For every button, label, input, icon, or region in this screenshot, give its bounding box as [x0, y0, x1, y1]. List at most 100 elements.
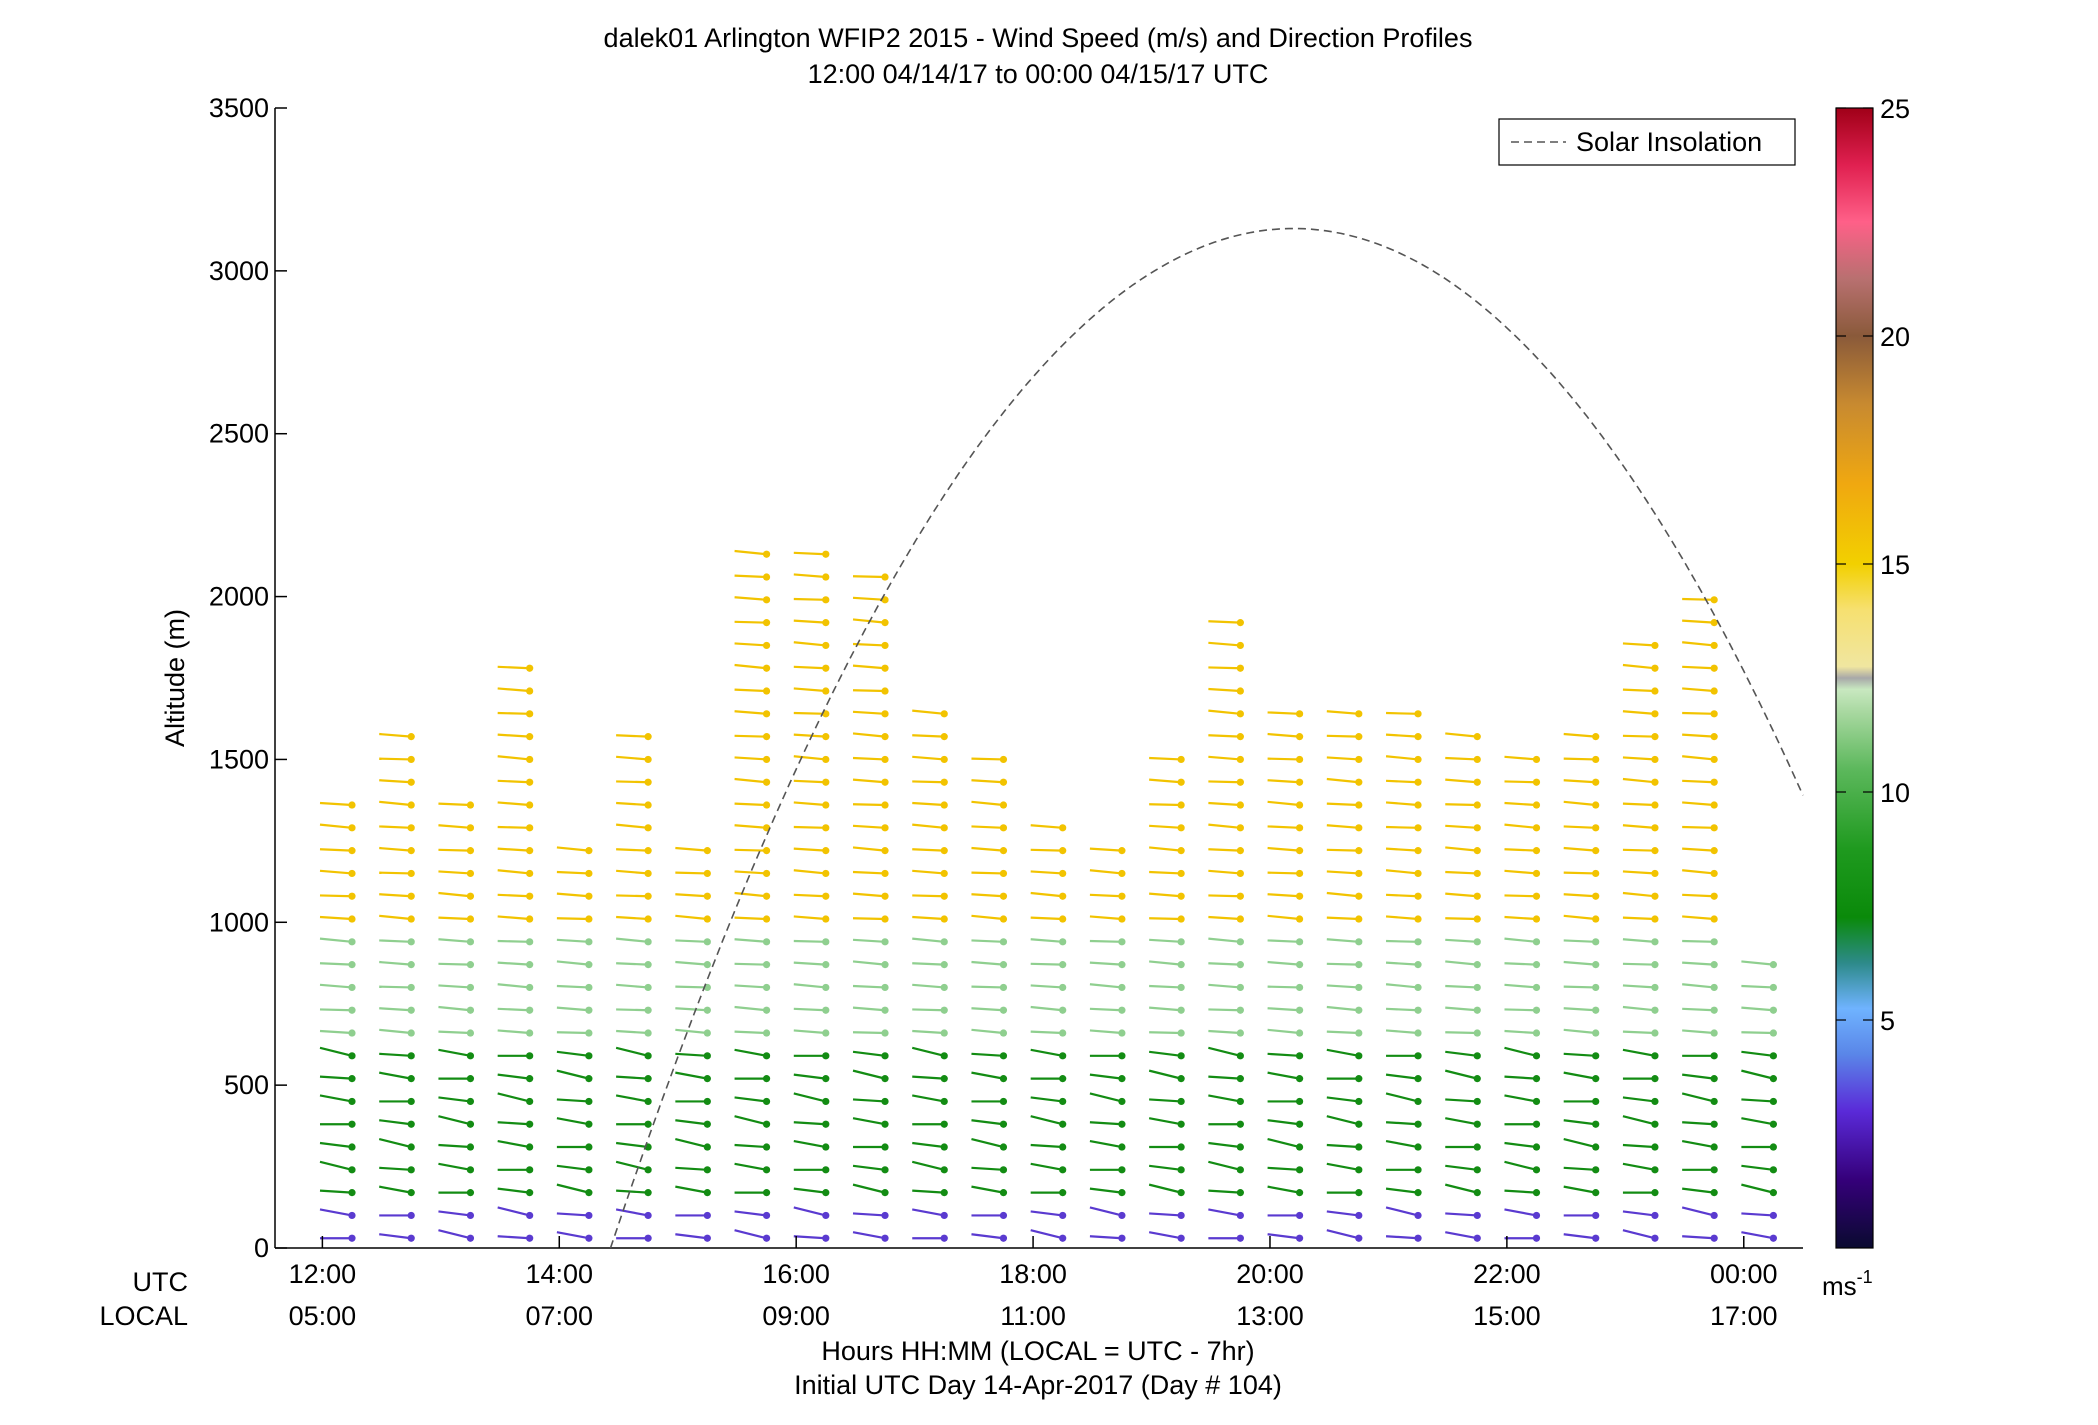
wind-barb-dot — [703, 1006, 711, 1014]
wind-barb — [1682, 1029, 1715, 1035]
wind-barb — [1445, 1050, 1478, 1057]
wind-barb-dot — [1236, 983, 1244, 992]
wind-barb-dot — [881, 847, 889, 855]
wind-barb-dot — [644, 1097, 652, 1106]
wind-barb — [675, 1166, 708, 1171]
wind-barb-dot — [1532, 869, 1541, 878]
wind-barb — [852, 1069, 886, 1080]
y-tick-label: 2500 — [209, 419, 269, 449]
wind-barb-dot — [1355, 1029, 1363, 1037]
wind-barb — [1089, 1206, 1123, 1217]
wind-barb-dot — [644, 915, 652, 923]
wind-barb — [1445, 892, 1478, 898]
wind-barb-dot — [999, 1143, 1008, 1151]
wind-barb — [1089, 1121, 1122, 1126]
wind-barb-dot — [1651, 1234, 1659, 1242]
wind-barb — [1622, 710, 1656, 715]
wind-barb — [852, 1031, 886, 1035]
wind-barb-dot — [1059, 1006, 1067, 1014]
wind-barb-dot — [1710, 687, 1718, 695]
wind-barb — [852, 1183, 886, 1194]
wind-barb-dot — [644, 961, 652, 969]
wind-barb-dot — [1355, 915, 1363, 923]
wind-barb-dot — [1177, 1211, 1185, 1220]
wind-barb-dot — [1710, 1097, 1718, 1106]
wind-barb-dot — [407, 1234, 415, 1242]
wind-barb-dot — [1473, 1029, 1481, 1037]
wind-barb — [1682, 893, 1715, 898]
wind-barb-dot — [1651, 869, 1659, 878]
wind-barb — [615, 1160, 649, 1171]
wind-barb — [852, 938, 886, 943]
wind-barb-dot — [644, 847, 652, 855]
wind-barb-dot — [1295, 1075, 1304, 1083]
wind-barb — [319, 1046, 353, 1057]
wind-barb — [1504, 1141, 1537, 1149]
wind-barb-dot — [1295, 1097, 1304, 1106]
wind-barb-dot — [585, 1189, 593, 1197]
wind-barb-dot — [1118, 1097, 1126, 1106]
wind-barb-dot — [1473, 847, 1481, 855]
wind-barb-dot — [1355, 1075, 1363, 1083]
y-tick-label: 3500 — [209, 93, 269, 123]
wind-barb-dot — [466, 915, 475, 923]
wind-barb — [497, 1139, 530, 1149]
wind-barb — [793, 1073, 826, 1080]
wind-barb — [1622, 1030, 1655, 1035]
wind-barb-dot — [762, 1143, 771, 1151]
wind-barb — [616, 983, 649, 989]
wind-barb — [1622, 938, 1656, 943]
wind-barb-dot — [644, 755, 652, 764]
wind-barb — [852, 1050, 886, 1057]
colorbar-tick-label: 15 — [1880, 550, 1910, 580]
wind-barb-dot — [1118, 1052, 1126, 1060]
wind-barb — [379, 914, 412, 921]
wind-barb — [971, 757, 1004, 761]
wind-barb-dot — [1769, 1143, 1777, 1151]
wind-barb-dot — [822, 1120, 830, 1128]
wind-barb-dot — [1651, 1143, 1659, 1151]
wind-barb — [912, 1094, 945, 1103]
wind-barb — [1326, 962, 1359, 966]
wind-barb — [1208, 755, 1241, 761]
wind-barb-dot — [1414, 1234, 1422, 1242]
wind-barb — [1267, 914, 1300, 921]
wind-barb-dot — [1414, 1120, 1422, 1128]
wind-barb — [319, 937, 353, 943]
wind-barb-dot — [1651, 687, 1659, 695]
wind-barb — [1682, 755, 1715, 761]
wind-barb-dot — [1355, 869, 1363, 878]
wind-barb-dot — [881, 710, 889, 718]
wind-barb — [734, 1048, 767, 1057]
y-tick-label: 2000 — [209, 582, 269, 612]
wind-barb — [912, 869, 945, 875]
wind-barb — [793, 825, 826, 829]
wind-barb-dot — [526, 1166, 534, 1174]
y-tick-label: 1000 — [209, 907, 269, 937]
wind-barb-dot — [1592, 1143, 1600, 1151]
wind-barb-dot — [407, 755, 415, 764]
wind-barb — [1208, 780, 1241, 784]
wind-barb-dot — [348, 1120, 356, 1128]
wind-barb-dot — [1710, 847, 1718, 855]
wind-barb-dot — [1295, 1006, 1304, 1014]
wind-barb — [1089, 915, 1123, 921]
wind-barb-dot — [644, 892, 652, 900]
wind-barb-dot — [526, 983, 534, 992]
wind-barb-dot — [1177, 755, 1185, 764]
wind-barb-dot — [881, 1166, 889, 1174]
wind-barb — [1208, 1094, 1241, 1103]
wind-barb — [793, 573, 826, 579]
wind-barb-dot — [348, 983, 356, 992]
wind-barb-dot — [407, 1006, 415, 1014]
wind-barb-dot — [822, 915, 830, 923]
wind-barb — [438, 1115, 471, 1126]
wind-barb-dot — [1592, 733, 1600, 741]
wind-barb-dot — [526, 1120, 534, 1128]
wind-barb-dot — [526, 1234, 534, 1242]
wind-barb — [1504, 983, 1537, 989]
wind-barb — [734, 1115, 767, 1126]
wind-barb — [379, 800, 412, 807]
wind-barb-dot — [1473, 1006, 1481, 1014]
wind-barb-dot — [881, 1189, 889, 1197]
